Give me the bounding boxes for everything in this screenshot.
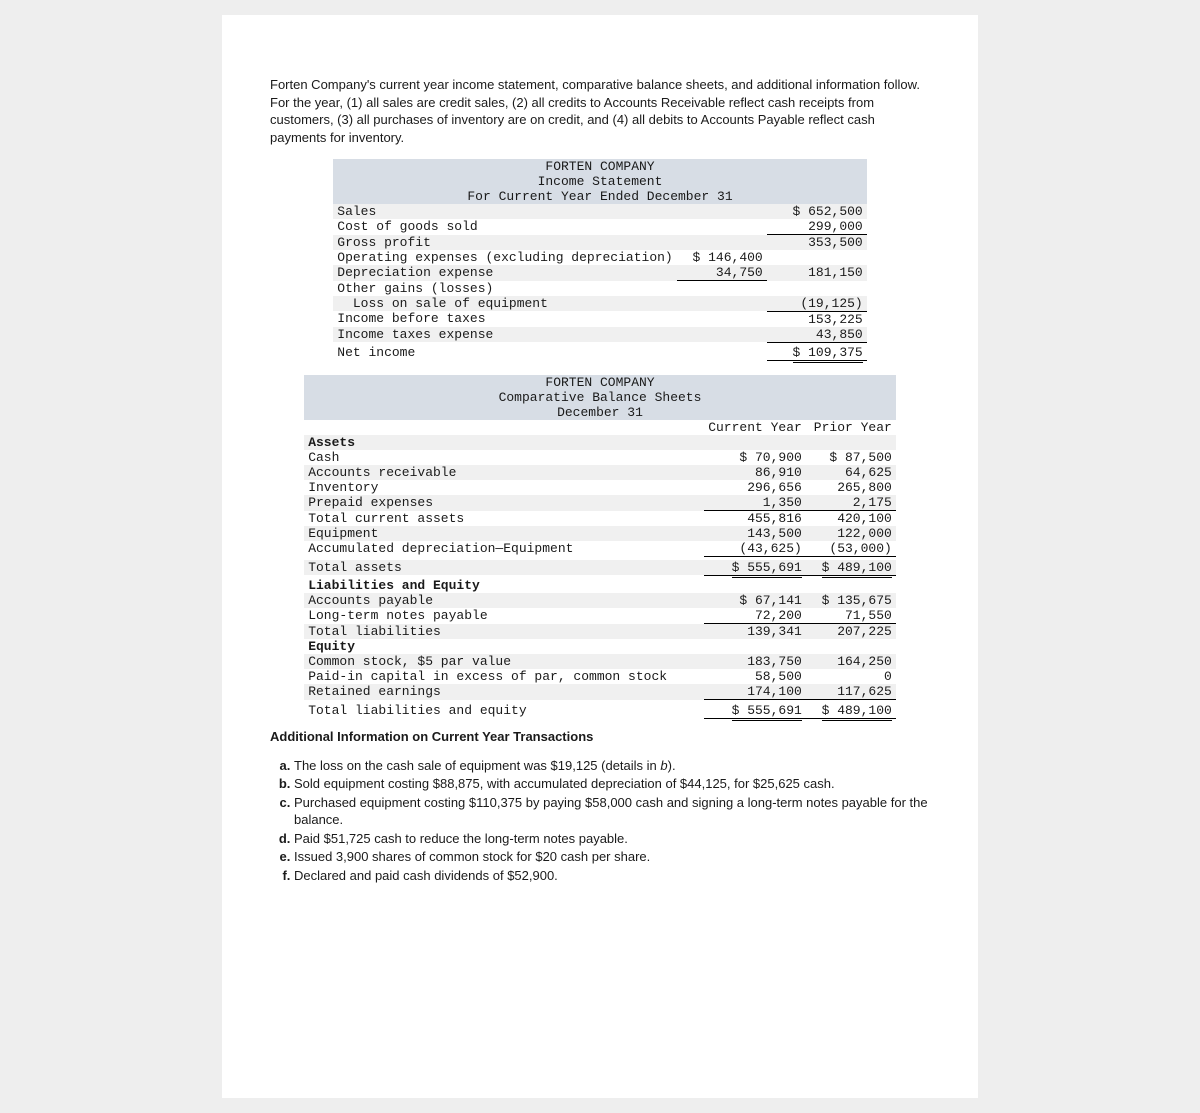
income-statement-table: FORTEN COMPANY Income Statement For Curr… <box>333 159 866 361</box>
bs-ltnp-cy: 72,200 <box>704 608 806 624</box>
bs-cs-label: Common stock, $5 par value <box>304 654 704 669</box>
is-tax-label: Income taxes expense <box>333 327 676 343</box>
bs-pic-py: 0 <box>806 669 896 684</box>
is-cell <box>767 281 867 296</box>
is-cell <box>677 219 767 235</box>
bs-ap-label: Accounts payable <box>304 593 704 608</box>
bs-cs-cy: 183,750 <box>704 654 806 669</box>
bs-cs-py: 164,250 <box>806 654 896 669</box>
bs-tl-label: Total liabilities <box>304 624 704 640</box>
bs-re-label: Retained earnings <box>304 684 704 700</box>
bs-tca-py: 420,100 <box>806 511 896 527</box>
bs-tl-cy: 139,341 <box>704 624 806 640</box>
is-ibt-label: Income before taxes <box>333 311 676 327</box>
additional-info-title: Additional Information on Current Year T… <box>270 729 930 744</box>
addl-item-a: The loss on the cash sale of equipment w… <box>294 757 930 775</box>
is-cogs-label: Cost of goods sold <box>333 219 676 235</box>
bs-header-date: December 31 <box>304 405 896 420</box>
bs-ppd-label: Prepaid expenses <box>304 495 704 511</box>
is-cell <box>677 296 767 312</box>
is-other-label: Other gains (losses) <box>333 281 676 296</box>
bs-header-company: FORTEN COMPANY <box>304 375 896 390</box>
bs-tle-py: $ 489,100 <box>806 703 896 719</box>
is-header-company: FORTEN COMPANY <box>333 159 866 174</box>
bs-liab-header: Liabilities and Equity <box>304 578 896 593</box>
bs-assets-header: Assets <box>304 435 896 450</box>
is-cell <box>677 204 767 219</box>
addl-item-c: Purchased equipment costing $110,375 by … <box>294 794 930 829</box>
is-ni-value: $ 109,375 <box>767 345 867 361</box>
bs-eq-cy: 143,500 <box>704 526 806 541</box>
page: Forten Company's current year income sta… <box>222 15 978 1098</box>
bs-col-py: Prior Year <box>806 420 896 435</box>
is-loss-value: (19,125) <box>767 296 867 312</box>
bs-ar-py: 64,625 <box>806 465 896 480</box>
is-opex-sub: $ 146,400 <box>677 250 767 265</box>
is-cell <box>677 235 767 251</box>
is-cell <box>677 281 767 296</box>
is-gp-label: Gross profit <box>333 235 676 251</box>
bs-tca-cy: 455,816 <box>704 511 806 527</box>
bs-ar-label: Accounts receivable <box>304 465 704 480</box>
bs-ad-py: (53,000) <box>806 541 896 557</box>
bs-ap-py: $ 135,675 <box>806 593 896 608</box>
is-cell <box>677 345 767 361</box>
is-header-period: For Current Year Ended December 31 <box>333 189 866 204</box>
bs-cell <box>304 420 704 435</box>
addl-item-b: Sold equipment costing $88,875, with acc… <box>294 775 930 793</box>
bs-ap-cy: $ 67,141 <box>704 593 806 608</box>
bs-tl-py: 207,225 <box>806 624 896 640</box>
bs-tle-cy: $ 555,691 <box>704 703 806 719</box>
bs-cash-py: $ 87,500 <box>806 450 896 465</box>
is-ibt-value: 153,225 <box>767 311 867 327</box>
is-cell <box>677 327 767 343</box>
bs-pic-label: Paid-in capital in excess of par, common… <box>304 669 704 684</box>
bs-pic-cy: 58,500 <box>704 669 806 684</box>
bs-cash-cy: $ 70,900 <box>704 450 806 465</box>
bs-ta-label: Total assets <box>304 560 704 576</box>
is-sales-label: Sales <box>333 204 676 219</box>
bs-ar-cy: 86,910 <box>704 465 806 480</box>
bs-ltnp-py: 71,550 <box>806 608 896 624</box>
is-header-title: Income Statement <box>333 174 866 189</box>
bs-ppd-cy: 1,350 <box>704 495 806 511</box>
bs-tle-label: Total liabilities and equity <box>304 703 704 719</box>
is-dep-label: Depreciation expense <box>333 265 676 281</box>
is-ni-label: Net income <box>333 345 676 361</box>
is-cell <box>767 250 867 265</box>
addl-item-f: Declared and paid cash dividends of $52,… <box>294 867 930 885</box>
bs-re-cy: 174,100 <box>704 684 806 700</box>
addl-item-e: Issued 3,900 shares of common stock for … <box>294 848 930 866</box>
bs-equity-header: Equity <box>304 639 896 654</box>
bs-eq-label: Equipment <box>304 526 704 541</box>
is-dep-total: 181,150 <box>767 265 867 281</box>
is-cell <box>677 311 767 327</box>
bs-ad-label: Accumulated depreciation—Equipment <box>304 541 704 557</box>
bs-cash-label: Cash <box>304 450 704 465</box>
bs-inv-label: Inventory <box>304 480 704 495</box>
is-opex-label: Operating expenses (excluding depreciati… <box>333 250 676 265</box>
bs-eq-py: 122,000 <box>806 526 896 541</box>
bs-ad-cy: (43,625) <box>704 541 806 557</box>
is-dep-sub: 34,750 <box>677 265 767 281</box>
is-tax-value: 43,850 <box>767 327 867 343</box>
bs-inv-py: 265,800 <box>806 480 896 495</box>
bs-header-title: Comparative Balance Sheets <box>304 390 896 405</box>
bs-re-py: 117,625 <box>806 684 896 700</box>
intro-paragraph: Forten Company's current year income sta… <box>270 76 930 146</box>
is-loss-label: Loss on sale of equipment <box>333 296 676 312</box>
balance-sheet-table: FORTEN COMPANY Comparative Balance Sheet… <box>304 375 896 719</box>
bs-ta-cy: $ 555,691 <box>704 560 806 576</box>
is-sales-value: $ 652,500 <box>767 204 867 219</box>
is-cogs-value: 299,000 <box>767 219 867 235</box>
bs-inv-cy: 296,656 <box>704 480 806 495</box>
is-gp-value: 353,500 <box>767 235 867 251</box>
bs-col-cy: Current Year <box>704 420 806 435</box>
bs-tca-label: Total current assets <box>304 511 704 527</box>
bs-ppd-py: 2,175 <box>806 495 896 511</box>
bs-ltnp-label: Long-term notes payable <box>304 608 704 624</box>
additional-info-list: The loss on the cash sale of equipment w… <box>270 757 930 885</box>
addl-item-d: Paid $51,725 cash to reduce the long-ter… <box>294 830 930 848</box>
bs-ta-py: $ 489,100 <box>806 560 896 576</box>
